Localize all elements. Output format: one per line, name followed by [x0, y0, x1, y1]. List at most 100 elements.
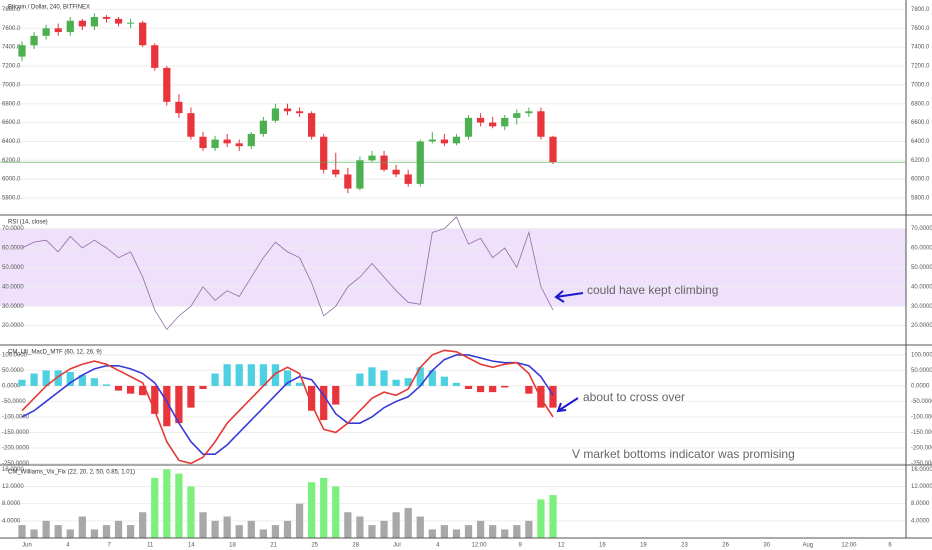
x-tick-label: 25	[311, 543, 318, 549]
annotation: about to cross over	[583, 390, 685, 404]
candle-body	[295, 111, 304, 114]
bar	[416, 516, 424, 538]
bar	[151, 477, 159, 538]
histogram-bar	[54, 370, 62, 386]
panel-title: RSI (14, close)	[8, 220, 48, 226]
candle-body	[78, 20, 86, 27]
bar	[368, 525, 376, 538]
y-tick-label: 70.0000	[2, 226, 24, 232]
bar	[235, 525, 243, 538]
histogram-bar	[66, 371, 74, 386]
histogram-bar	[271, 364, 280, 386]
arrow	[554, 290, 584, 303]
y-tick-label: 8.0000	[2, 501, 21, 507]
x-tick-label: 6	[888, 543, 892, 549]
annotation: V market bottoms indicator was promising	[572, 447, 795, 461]
y-tick-label: 6200.0	[2, 158, 21, 164]
y-tick-label: 6000.0	[911, 177, 930, 183]
candle-body	[452, 136, 461, 144]
candle-body	[163, 67, 171, 102]
candle-body	[440, 139, 449, 144]
bar	[126, 525, 135, 538]
bar	[464, 525, 473, 538]
candle-body	[404, 174, 412, 184]
bar	[332, 486, 340, 538]
histogram-bar	[235, 364, 243, 386]
x-tick-label: Aug	[802, 543, 813, 549]
panel-title: CM_Ult_MacD_MTF (60, 12, 26, 9)	[8, 350, 102, 356]
histogram-bar	[163, 385, 171, 427]
bar	[344, 512, 352, 538]
y-tick-label: 100.0000	[2, 353, 28, 359]
y-tick-label: 4.0000	[2, 518, 21, 524]
x-tick-label: 14	[188, 543, 195, 549]
histogram-bar	[247, 364, 255, 386]
candle-body	[332, 169, 340, 175]
y-tick-label: -100.0000	[911, 415, 932, 421]
y-tick-label: 6000.0	[2, 177, 21, 183]
histogram-bar	[476, 385, 485, 393]
y-tick-label: 7000.0	[2, 82, 21, 88]
y-tick-label: -250.0000	[911, 461, 932, 467]
bar	[187, 486, 195, 538]
x-tick-label: 18	[229, 543, 236, 549]
y-tick-label: -50.0000	[911, 399, 932, 405]
candle-body	[392, 169, 400, 175]
histogram-bar	[452, 382, 461, 386]
candle-body	[114, 18, 123, 24]
y-tick-label: 7800.0	[911, 7, 930, 13]
histogram-bar	[259, 364, 267, 386]
histogram-bar	[30, 373, 38, 386]
annotation: could have kept climbing	[587, 283, 718, 297]
candle-body	[344, 174, 352, 189]
y-tick-label: 5800.0	[2, 196, 21, 202]
y-tick-label: 12.0000	[2, 484, 24, 490]
bar	[90, 529, 99, 538]
bar	[139, 512, 147, 538]
candle-body	[416, 141, 424, 184]
y-tick-label: 30.0000	[911, 304, 932, 310]
bar	[356, 516, 364, 538]
y-tick-label: 6400.0	[2, 139, 21, 145]
y-tick-label: 7000.0	[911, 82, 930, 88]
histogram-bar	[368, 367, 376, 386]
bar	[392, 512, 400, 538]
candle-body	[211, 139, 219, 149]
histogram-bar	[356, 373, 364, 386]
bar	[247, 520, 255, 538]
x-tick-label: 23	[681, 543, 688, 549]
candle-body	[283, 108, 292, 112]
y-tick-label: -150.0000	[2, 430, 30, 436]
candle-body	[18, 45, 26, 57]
histogram-bar	[332, 385, 340, 405]
y-tick-label: 6200.0	[911, 158, 930, 164]
bar	[259, 529, 267, 538]
y-tick-label: 6400.0	[911, 139, 930, 145]
histogram-bar	[211, 373, 219, 386]
panel-title: CM_Williams_Vix_Fix (22, 20, 2, 50, 0.85…	[8, 470, 135, 476]
candle-body	[66, 20, 74, 33]
candle-body	[102, 16, 111, 19]
bar	[30, 529, 38, 538]
candle-body	[525, 111, 533, 114]
bar	[66, 529, 74, 538]
histogram-bar	[440, 376, 449, 386]
candle-body	[428, 139, 436, 142]
histogram-bar	[223, 364, 231, 386]
y-tick-label: 12.0000	[911, 484, 932, 490]
bar	[163, 469, 171, 538]
y-tick-label: 60.0000	[911, 246, 932, 252]
candle-body	[476, 117, 485, 123]
candle-body	[187, 113, 195, 137]
x-tick-label: 30	[763, 543, 770, 549]
candle-body	[501, 117, 509, 127]
y-tick-label: 60.0000	[2, 246, 24, 252]
y-tick-label: 30.0000	[2, 304, 24, 310]
y-tick-label: 50.0000	[2, 368, 24, 374]
indicator-line	[21, 216, 554, 331]
bar	[476, 520, 485, 538]
y-tick-label: 8.0000	[911, 501, 930, 507]
bar	[440, 525, 449, 538]
x-tick-label: 4	[436, 543, 440, 549]
